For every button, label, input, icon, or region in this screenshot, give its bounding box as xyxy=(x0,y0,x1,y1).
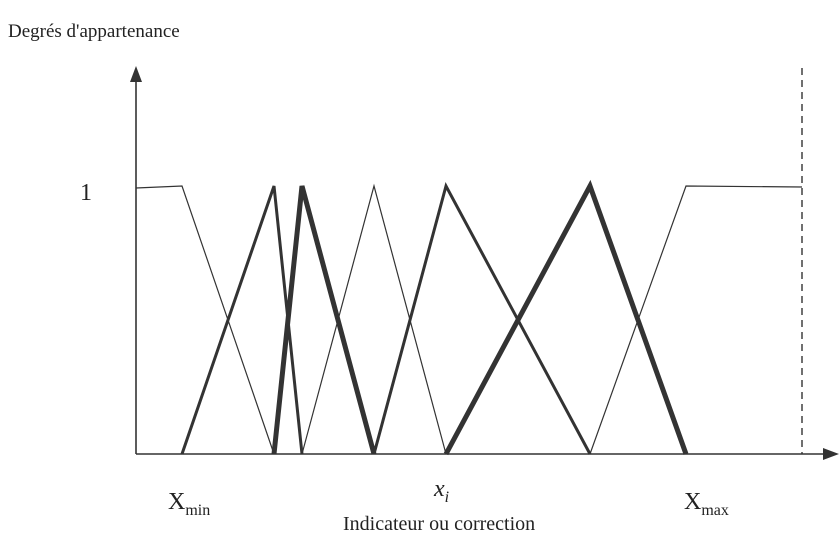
x-min-label: Xmin xyxy=(168,489,210,519)
membership-right-shoulder xyxy=(589,185,803,455)
x-min-sub: min xyxy=(185,502,210,519)
y-axis-arrow xyxy=(130,66,142,82)
x-max-label: Xmax xyxy=(684,489,729,519)
membership-triangle-1 xyxy=(180,185,304,455)
x-axis-arrow xyxy=(823,448,839,460)
y-tick-one: 1 xyxy=(80,180,92,206)
x-i-sub: i xyxy=(445,489,449,506)
membership-triangle-5 xyxy=(443,179,689,456)
y-axis-label: Degrés d'appartenance xyxy=(8,21,180,42)
x-i-label: xi xyxy=(433,476,449,506)
membership-triangle-4 xyxy=(372,181,592,455)
membership-triangle-2 xyxy=(271,185,377,455)
x-axis-label: Indicateur ou correction xyxy=(343,513,535,535)
x-max-base: X xyxy=(684,489,701,515)
membership-triangle-3 xyxy=(301,183,447,455)
x-max-sub: max xyxy=(701,502,729,519)
membership-left-shoulder xyxy=(135,185,275,455)
x-min-base: X xyxy=(168,489,185,515)
x-i-base: x xyxy=(433,476,445,502)
